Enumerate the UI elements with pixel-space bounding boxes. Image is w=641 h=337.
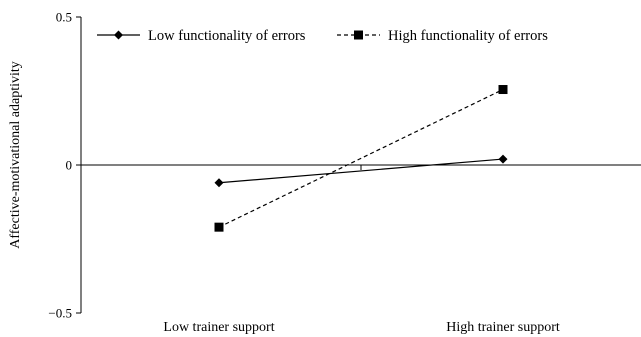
series-point-diamond bbox=[114, 30, 123, 40]
legend-label: High functionality of errors bbox=[388, 28, 548, 44]
series-2 bbox=[214, 85, 508, 232]
y-ticks: 0.5 0 −0.5 bbox=[48, 10, 81, 321]
x-category-label: High trainer support bbox=[446, 320, 560, 335]
series-point-square bbox=[214, 222, 224, 232]
x-category-label: Low trainer support bbox=[163, 320, 274, 335]
legend-item: Low functionality of errors bbox=[97, 28, 306, 44]
series-line bbox=[218, 88, 504, 228]
series-point-square bbox=[354, 30, 363, 40]
legend: Low functionality of errors High function… bbox=[97, 28, 548, 44]
series-point-diamond bbox=[214, 178, 224, 188]
axes bbox=[80, 17, 641, 313]
y-tick-label: −0.5 bbox=[48, 306, 72, 321]
y-axis-title: Affective-motivational adaptivity bbox=[8, 61, 23, 249]
x-category-labels: Low trainer support High trainer support bbox=[163, 320, 559, 335]
series-line bbox=[218, 158, 504, 184]
y-tick-label: 0.5 bbox=[56, 10, 72, 25]
series-point-diamond bbox=[498, 154, 508, 164]
legend-label: Low functionality of errors bbox=[148, 28, 306, 44]
series-group bbox=[214, 85, 508, 232]
y-tick-label: 0 bbox=[66, 158, 73, 173]
series-point-square bbox=[498, 85, 508, 95]
series-1 bbox=[214, 154, 508, 188]
legend-item: High functionality of errors bbox=[337, 28, 548, 44]
